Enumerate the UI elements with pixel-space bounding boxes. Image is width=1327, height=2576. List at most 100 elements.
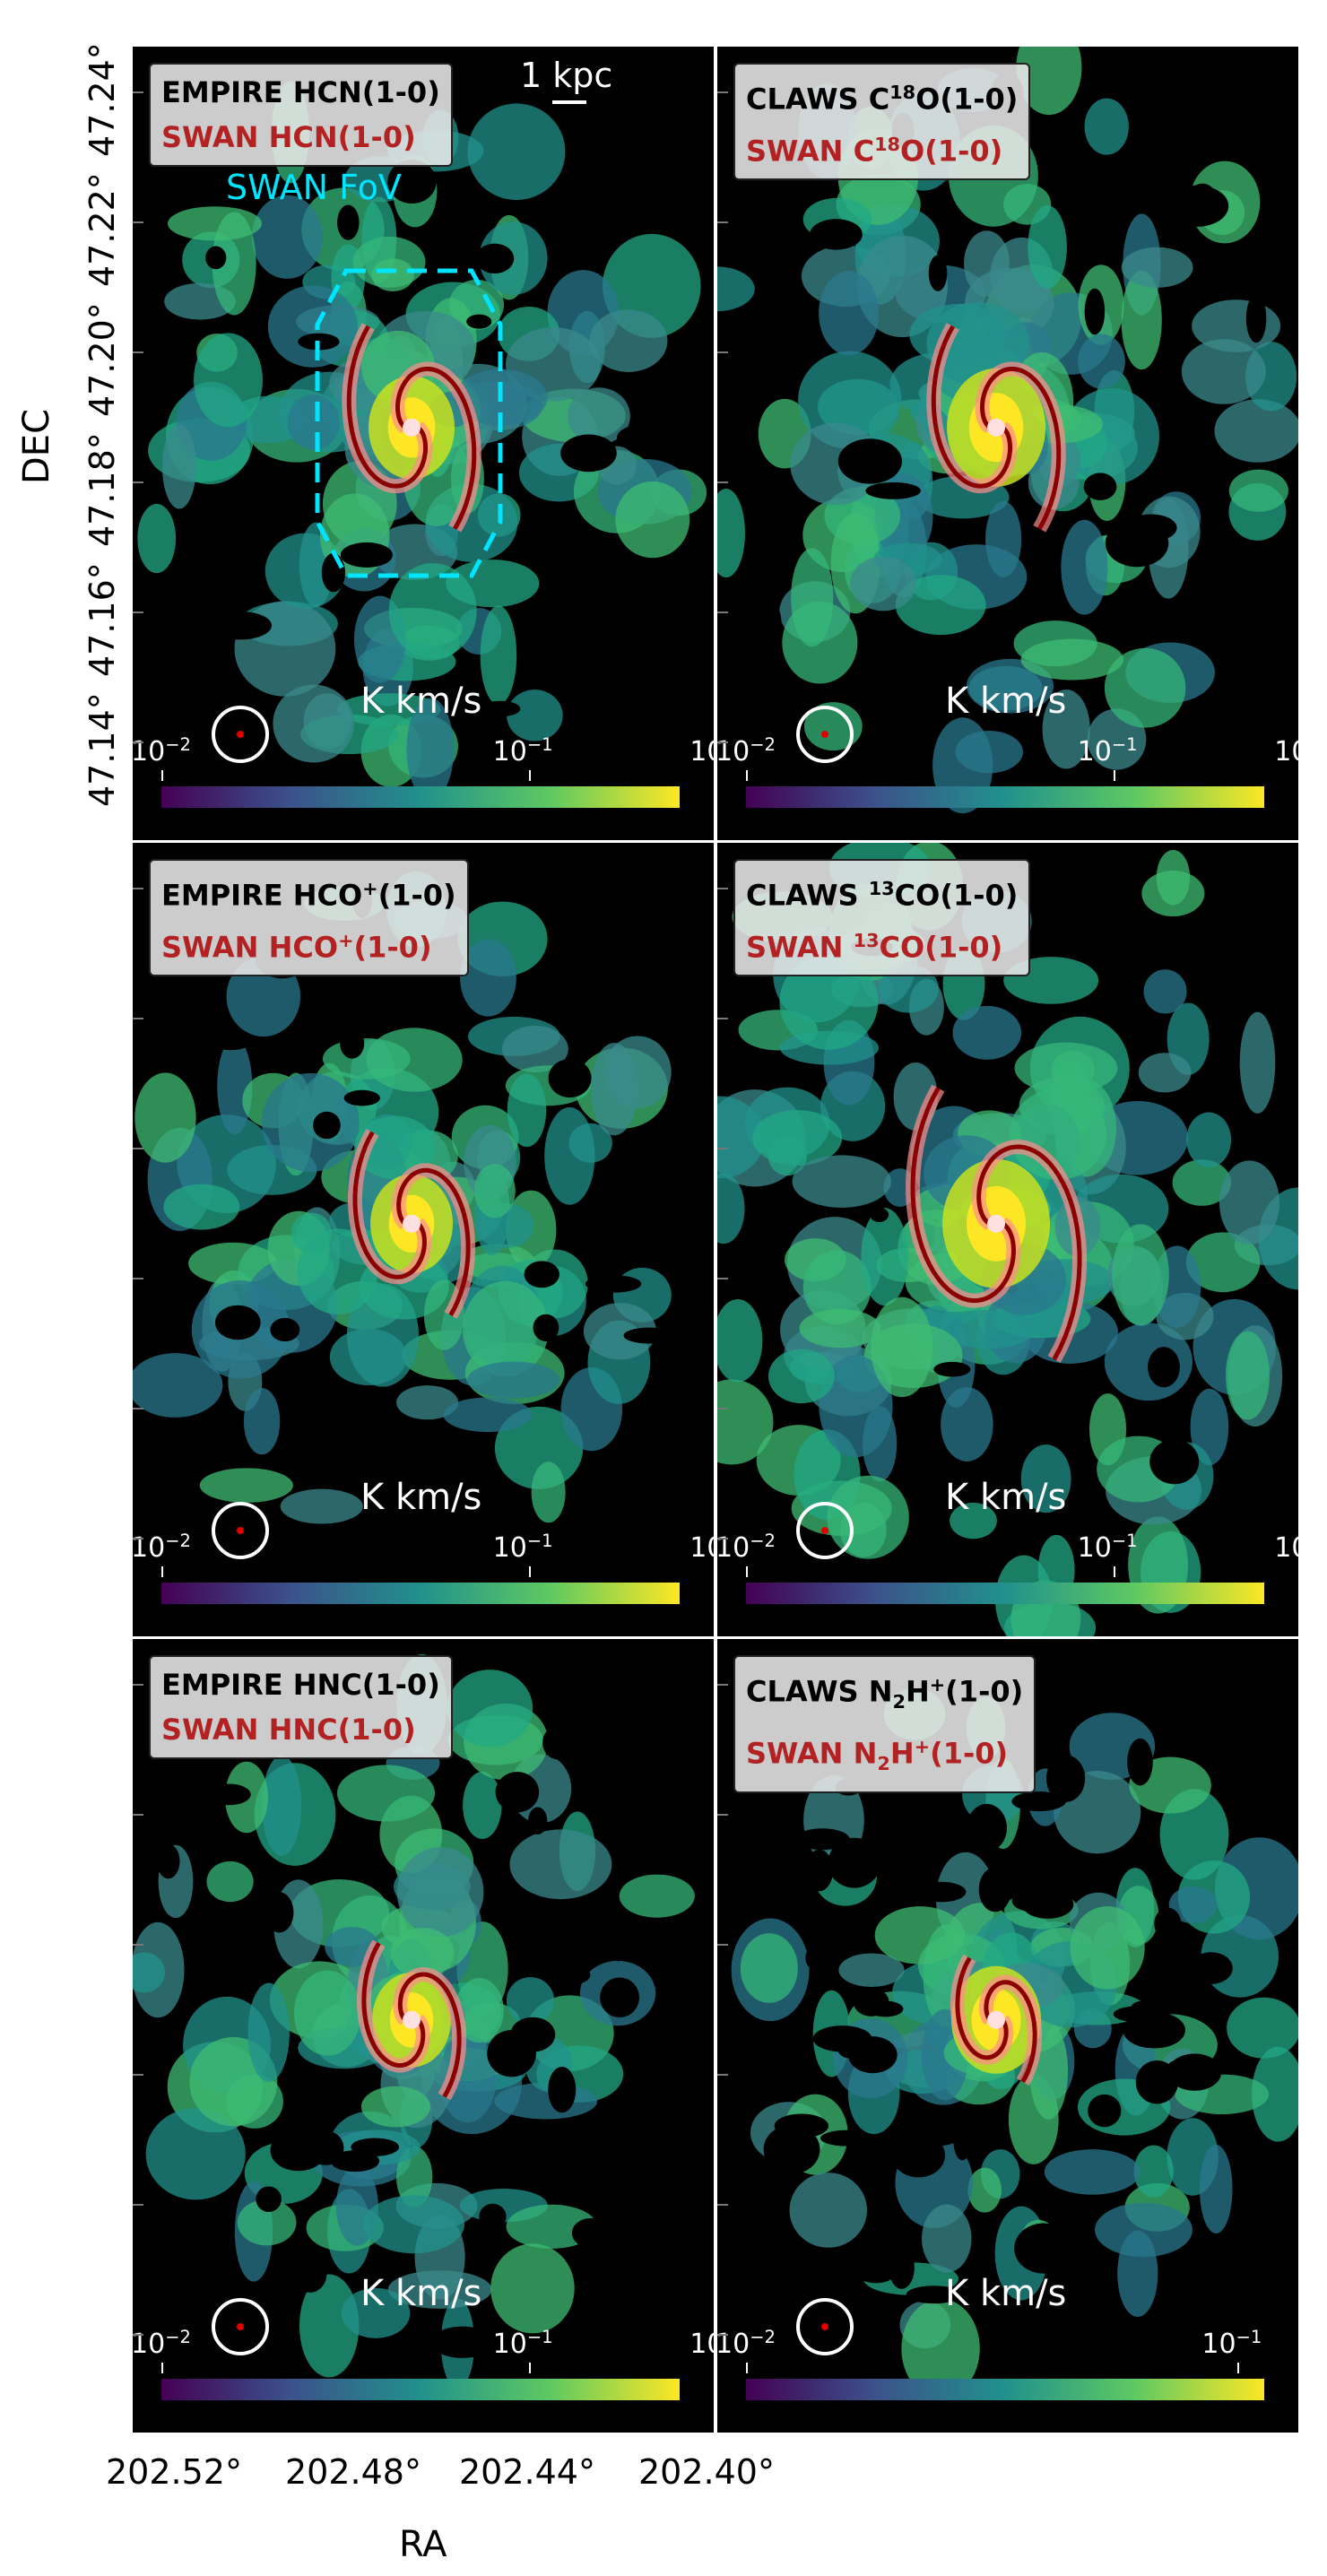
beam-circle [796,706,854,763]
axis-tick [133,91,143,93]
x-axis-label: RA [399,2524,447,2565]
legend-survey-line: EMPIRE HNC(1-0) [161,1668,440,1702]
map-panel-hcop: EMPIRE HCO+(1-0) SWAN HCO+(1-0) K km/s 10−2… [133,843,714,1636]
colorbar-tick-label: 10−2 [717,2327,776,2360]
intensity-map [717,47,1298,814]
beam-dot [237,1527,244,1534]
colorbar-tick-label: 100 [690,2329,714,2360]
colorbar-tick-label: 10−1 [492,2327,553,2360]
colorbar-tick [1113,770,1115,781]
ra-tick-label: 202.40° [638,2452,775,2492]
colorbar-tick-label: 100 [690,1532,714,1564]
colorbar-unit: K km/s [360,681,482,722]
colorbar-tick [746,2363,748,2373]
swan-contours [906,1084,1087,1363]
colorbar-tick-label: 10−1 [492,1531,553,1564]
colorbar [161,2379,680,2400]
axis-tick [133,1814,143,1816]
beam-circle [796,1502,854,1559]
colorbar-tick [746,770,748,781]
legend-swan-line: SWAN HNC(1-0) [161,1713,416,1747]
legend-swan-line: SWAN HCO+(1-0) [161,929,432,965]
colorbar-unit: K km/s [945,1477,1067,1518]
axis-tick [133,1278,143,1279]
legend-survey-line: EMPIRE HCN(1-0) [161,75,440,109]
colorbar-tick-label: 10−1 [1201,2327,1262,2360]
beam-dot [821,731,828,738]
beam-dot [237,2323,244,2330]
colorbar-tick-label: 100 [1274,1532,1298,1564]
axis-tick [133,1538,143,1540]
axis-tick [717,1408,728,1409]
swan-contours [348,1128,476,1319]
colorbar-tick-label: 10−2 [133,734,191,768]
colorbar-tick [528,770,531,781]
axis-tick [717,351,728,353]
axis-tick [133,1408,143,1409]
panel-legend: EMPIRE HCO+(1-0) SWAN HCO+(1-0) [149,859,469,977]
axis-tick [133,611,143,613]
legend-survey-line: CLAWS 13CO(1-0) [746,878,1019,913]
axis-tick [717,1148,728,1149]
axis-tick [717,1538,728,1540]
colorbar-unit: K km/s [360,2273,482,2314]
beam-circle [796,2298,854,2355]
colorbar-tick-label: 10−1 [1077,734,1138,768]
panel-legend: CLAWS C18O(1-0) SWAN C18O(1-0) [733,63,1031,181]
axis-tick [717,481,728,483]
axis-tick [133,1684,143,1686]
axis-tick [133,742,143,743]
axis-tick [717,2074,728,2076]
axis-tick [133,1148,143,1149]
beam-circle [212,2298,269,2355]
colorbar-tick [528,2363,531,2373]
axis-tick [717,91,728,93]
swan-contours [342,323,481,533]
dec-tick-label: 47.18° [82,432,122,547]
map-panel-n2hp: CLAWS N2H+(1-0) SWAN N2H+(1-0) K km/s 10−2 1… [717,1639,1298,2433]
beam-circle [212,706,269,763]
ra-tick-label: 202.52° [106,2452,242,2492]
panel-legend: CLAWS 13CO(1-0) SWAN 13CO(1-0) [733,859,1031,977]
legend-swan-line: SWAN N2H+(1-0) [746,1736,1009,1775]
dec-tick-label: 47.14° [82,692,122,807]
swan-fov-label: SWAN FoV [226,168,402,207]
colorbar-tick [161,1566,163,1577]
map-panel-c18o: CLAWS C18O(1-0) SWAN C18O(1-0) K km/s 10−2 1… [717,47,1298,840]
colorbar-tick-label: 10−2 [717,734,776,768]
swan-contours [950,1954,1043,2086]
colorbar-tick-label: 10−2 [133,2327,191,2360]
map-panel-hnc: EMPIRE HNC(1-0) SWAN HNC(1-0) K km/s 10−2 10… [133,1639,714,2433]
y-axis-label: DEC [16,408,57,484]
colorbar [746,1583,1264,1604]
axis-tick [717,888,728,889]
axis-tick [133,2204,143,2206]
swan-contours [926,323,1066,533]
colorbar-tick-label: 10−2 [717,1531,776,1564]
swan-contours [356,1939,467,2101]
legend-survey-line: EMPIRE HCO+(1-0) [161,878,456,913]
colorbar-tick-label: 10−1 [1077,1531,1138,1564]
colorbar-tick [528,1566,531,1577]
colorbar [161,1583,680,1604]
axis-tick [133,351,143,353]
colorbar-tick-label: 10−2 [133,1531,191,1564]
scalebar-line [552,100,586,104]
panel-legend: EMPIRE HCN(1-0) SWAN HCN(1-0) [149,63,453,167]
axis-tick [133,1018,143,1019]
legend-swan-line: SWAN 13CO(1-0) [746,929,1003,965]
intensity-map [137,81,707,801]
axis-tick [133,221,143,223]
axis-tick [717,611,728,613]
colorbar [746,2379,1264,2400]
legend-swan-line: SWAN HCN(1-0) [161,120,416,154]
axis-tick [717,221,728,223]
dec-tick-label: 47.16° [82,562,122,677]
colorbar-unit: K km/s [945,681,1067,722]
beam-dot [821,2323,828,2330]
axis-tick [717,2334,728,2336]
legend-swan-line: SWAN C18O(1-0) [746,133,1003,169]
intensity-map [133,871,699,1531]
colorbar-unit: K km/s [360,1477,482,1518]
intensity-map [731,1687,1298,2398]
